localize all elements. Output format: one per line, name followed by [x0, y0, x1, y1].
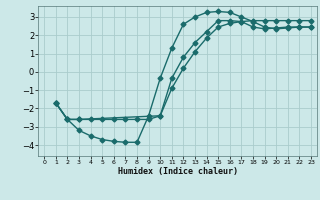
X-axis label: Humidex (Indice chaleur): Humidex (Indice chaleur): [118, 167, 238, 176]
